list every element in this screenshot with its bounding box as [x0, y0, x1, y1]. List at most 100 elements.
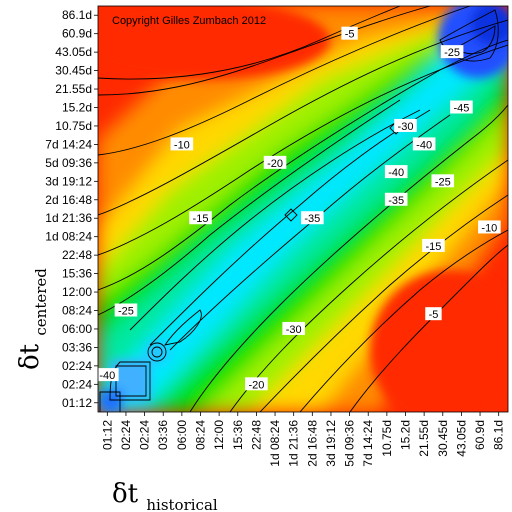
x-tick-label: 15:36	[231, 420, 245, 450]
x-tick-label: 03:36	[156, 420, 170, 450]
contour-label-box	[114, 303, 138, 317]
contour-label-text: -10	[174, 139, 190, 151]
red-bottom-right	[370, 270, 508, 412]
plot-frame	[97, 5, 509, 413]
y-tick-label: 43.05d	[55, 45, 92, 59]
y-tick-label: 2d 16:48	[45, 193, 92, 207]
contour-label-box	[341, 26, 358, 40]
contour-value-label: -20	[245, 377, 268, 391]
contour-label-text: -20	[248, 379, 264, 391]
x-tick-label: 1d 08:24	[268, 420, 282, 467]
contour-line	[164, 309, 202, 346]
contour-label-box	[282, 321, 305, 335]
contour-label-text: -15	[193, 213, 209, 225]
svg-text:δt centered: δt centered	[15, 268, 50, 370]
contour-label-box	[431, 174, 455, 188]
contour-label-text: -10	[481, 222, 497, 234]
contour-line	[98, 6, 471, 156]
x-tick-label: 1d 21:36	[287, 420, 301, 467]
contour-label-text: -45	[453, 103, 469, 115]
contour-label-text: -30	[398, 121, 414, 133]
y-axis-symbol: δt	[15, 343, 45, 370]
contour-line	[99, 391, 121, 412]
y-tick-label: 5d 09:36	[45, 156, 92, 170]
svg-text:δt historical: δt historical	[112, 479, 218, 512]
contour-line	[284, 208, 298, 222]
contour-label-text: -25	[118, 306, 134, 318]
contour-value-label: -45	[450, 100, 473, 115]
contour-label-text: -5	[429, 309, 439, 321]
contour-label-box	[245, 377, 268, 391]
x-tick-label: 3d 19:12	[324, 420, 338, 467]
contour-value-label: -40	[412, 137, 436, 151]
contour-label-text: -35	[388, 195, 404, 207]
contour-line	[349, 244, 508, 412]
contour-line	[98, 6, 401, 80]
contour-label-box	[422, 238, 445, 252]
contour-label-box	[425, 307, 442, 321]
contour-line	[259, 194, 508, 412]
y-tick-label: 02:24	[62, 377, 92, 391]
contour-label-box	[189, 211, 212, 225]
red-top-left	[98, 6, 330, 80]
contour-line	[129, 109, 421, 331]
contour-value-label: -30	[394, 118, 417, 133]
contour-line	[229, 159, 508, 412]
y-tick-label: 15.2d	[62, 101, 92, 115]
y-tick-label: 08:24	[62, 304, 92, 318]
x-axis-symbol: δt	[112, 479, 139, 509]
y-tick-label: 01:12	[62, 396, 92, 410]
y-tick-label: 3d 19:12	[45, 174, 92, 188]
contour-value-label: -30	[282, 321, 305, 336]
contour-value-label: -15	[422, 238, 445, 253]
y-tick-label: 22:48	[62, 248, 92, 262]
contour-label-text: -25	[435, 176, 451, 188]
x-tick-label: 5d 09:36	[343, 420, 357, 467]
x-tick-label: 01:12	[100, 420, 114, 450]
contour-value-label: -10	[478, 220, 501, 234]
y-tick-label: 15:36	[62, 267, 92, 281]
contour-line	[98, 6, 431, 96]
contour-line	[149, 109, 431, 346]
y-tick-label: 1d 21:36	[45, 211, 92, 225]
x-tick-label: 08:24	[194, 420, 208, 450]
contour-line	[98, 44, 508, 256]
y-tick-label: 03:36	[62, 340, 92, 354]
contour-label-box	[440, 45, 464, 59]
x-axis-subscript: historical	[146, 496, 218, 512]
y-tick-label: 1d 08:24	[45, 230, 92, 244]
y-axis-label: δt centered	[15, 268, 50, 370]
x-tick-label: 15.2d	[399, 420, 413, 450]
copyright-text: Copyright Gilles Zumbach 2012	[112, 15, 266, 27]
y-tick-label: 02:24	[62, 359, 92, 373]
contour-value-label: -25	[114, 303, 138, 318]
contour-label-text: -35	[304, 213, 320, 225]
contour-label-text: -25	[444, 47, 460, 59]
contour-value-label: -10	[170, 137, 194, 151]
contour-label-box	[263, 155, 287, 169]
contour-value-label: -25	[440, 45, 464, 59]
contour-value-label: -35	[301, 211, 324, 225]
contour-line	[299, 229, 508, 412]
contour-value-label: -5	[341, 26, 358, 41]
contour-label-box	[478, 220, 501, 234]
x-tick-label: 12:00	[212, 420, 226, 450]
contour-lines	[98, 6, 508, 412]
contour-label-text: -40	[99, 370, 115, 382]
contour-label-text: -5	[345, 29, 355, 41]
x-tick-label: 10.75d	[380, 420, 394, 457]
contour-label-box	[394, 118, 417, 132]
x-tick-label: 06:00	[175, 420, 189, 450]
contour-line	[151, 346, 163, 358]
contour-line	[455, 25, 496, 55]
y-tick-label: 10.75d	[55, 119, 92, 133]
y-tick-label: 60.9d	[62, 27, 92, 41]
contour-label-box	[98, 368, 119, 382]
contour-value-label: -5	[425, 307, 442, 321]
contour-value-label: -40	[384, 165, 408, 179]
y-tick-label: 86.1d	[62, 8, 92, 22]
x-tick-label: 2d 16:48	[305, 420, 319, 467]
x-tick-label: 02:24	[138, 420, 152, 450]
cyan-spot	[145, 340, 169, 364]
